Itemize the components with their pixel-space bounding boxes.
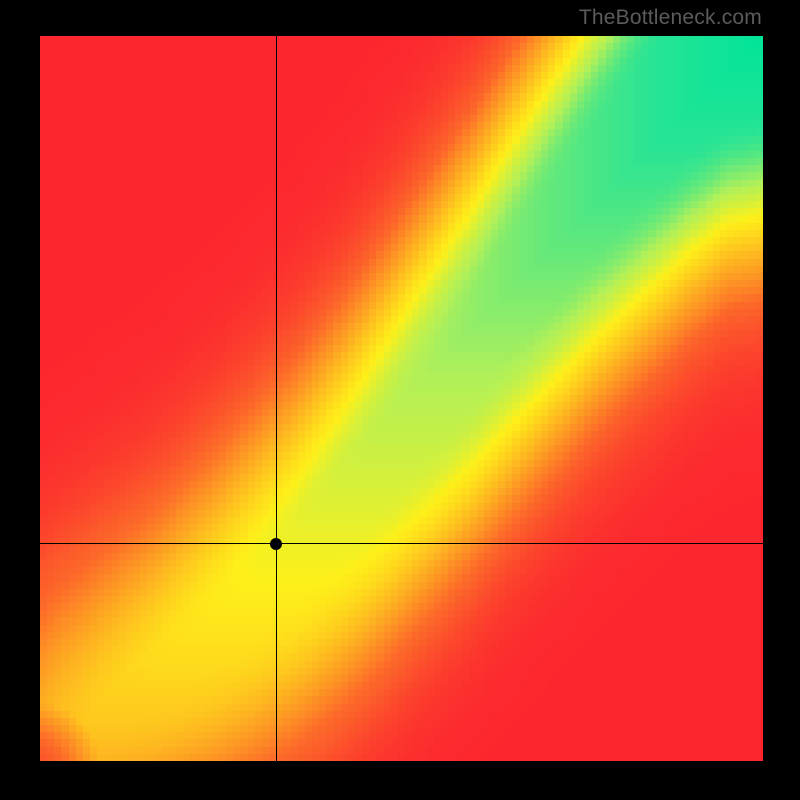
crosshair-vertical <box>276 36 278 761</box>
chart-frame: TheBottleneck.com <box>0 0 800 800</box>
heatmap-plot <box>40 36 763 761</box>
crosshair-horizontal <box>40 543 763 545</box>
attribution-text: TheBottleneck.com <box>579 6 762 30</box>
heatmap-canvas <box>40 36 763 761</box>
selection-marker <box>270 538 282 550</box>
